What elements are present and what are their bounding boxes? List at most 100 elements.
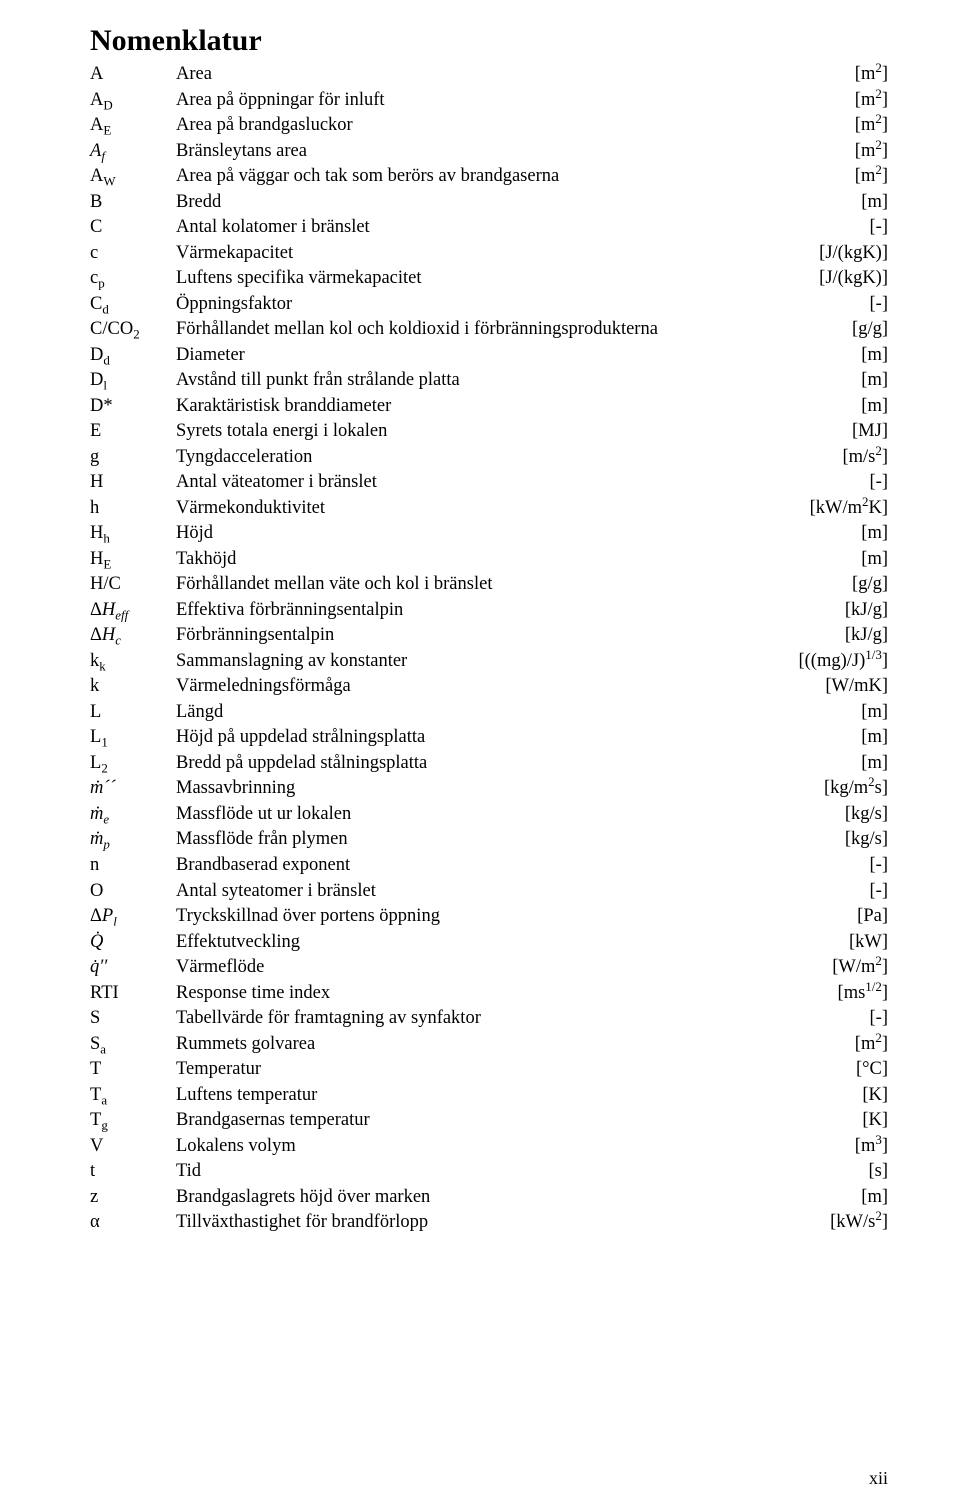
symbol-cell: q̇′′ — [90, 955, 176, 981]
symbol-cell: B — [90, 190, 176, 216]
table-row: TaLuftens temperatur[K] — [90, 1083, 888, 1109]
description-cell: Diameter — [176, 343, 861, 369]
unit-cell: [m2] — [855, 164, 888, 190]
description-cell: Luftens specifika värmekapacitet — [176, 266, 819, 292]
unit-cell: [-] — [870, 470, 888, 496]
unit-cell: [m] — [861, 368, 888, 394]
unit-cell: [m] — [861, 343, 888, 369]
table-row: zBrandgaslagrets höjd över marken[m] — [90, 1185, 888, 1211]
unit-cell: [kJ/g] — [845, 623, 888, 649]
table-row: L2Bredd på uppdelad stålningsplatta[m] — [90, 751, 888, 777]
description-cell: Höjd på uppdelad strålningsplatta — [176, 725, 861, 751]
description-cell: Takhöjd — [176, 547, 861, 573]
description-cell: Area på väggar och tak som berörs av bra… — [176, 164, 855, 190]
symbol-cell: Q̇ — [90, 930, 176, 956]
unit-cell: [kg/s] — [845, 802, 888, 828]
table-row: HhHöjd[m] — [90, 521, 888, 547]
table-row: CAntal kolatomer i bränslet[-] — [90, 215, 888, 241]
symbol-cell: L — [90, 700, 176, 726]
unit-cell: [K] — [862, 1083, 888, 1109]
symbol-cell: Ta — [90, 1083, 176, 1109]
table-row: ṁ´´Massavbrinning[kg/m2s] — [90, 776, 888, 802]
description-cell: Värmeflöde — [176, 955, 832, 981]
table-row: OAntal syteatomer i bränslet[-] — [90, 879, 888, 905]
table-row: RTIResponse time index[ms1/2] — [90, 981, 888, 1007]
unit-cell: [kW/m2K] — [810, 496, 888, 522]
unit-cell: [m2] — [855, 139, 888, 165]
symbol-cell: T — [90, 1057, 176, 1083]
symbol-cell: E — [90, 419, 176, 445]
symbol-cell: c — [90, 241, 176, 267]
description-cell: Avstånd till punkt från strålande platta — [176, 368, 861, 394]
unit-cell: [Pa] — [857, 904, 888, 930]
table-row: cVärmekapacitet[J/(kgK)] — [90, 241, 888, 267]
symbol-cell: k — [90, 674, 176, 700]
symbol-cell: ΔPl — [90, 904, 176, 930]
description-cell: Area på brandgasluckor — [176, 113, 855, 139]
description-cell: Karaktäristisk branddiameter — [176, 394, 861, 420]
symbol-cell: α — [90, 1210, 176, 1236]
table-row: αTillväxthastighet för brandförlopp[kW/s… — [90, 1210, 888, 1236]
description-cell: Rummets golvarea — [176, 1032, 855, 1058]
table-row: kkSammanslagning av konstanter[((mg)/J)1… — [90, 649, 888, 675]
description-cell: Förbränningsentalpin — [176, 623, 845, 649]
symbol-cell: ṁe — [90, 802, 176, 828]
unit-cell: [m] — [861, 547, 888, 573]
table-row: ΔHcFörbränningsentalpin[kJ/g] — [90, 623, 888, 649]
unit-cell: [m] — [861, 394, 888, 420]
unit-cell: [°C] — [856, 1057, 888, 1083]
table-row: C/CO2Förhållandet mellan kol och koldiox… — [90, 317, 888, 343]
unit-cell: [m] — [861, 725, 888, 751]
description-cell: Längd — [176, 700, 861, 726]
description-cell: Brandgasernas temperatur — [176, 1108, 862, 1134]
unit-cell: [W/mK] — [825, 674, 888, 700]
description-cell: Bredd — [176, 190, 861, 216]
table-row: SaRummets golvarea[m2] — [90, 1032, 888, 1058]
table-row: H/CFörhållandet mellan väte och kol i br… — [90, 572, 888, 598]
table-row: ΔHeffEffektiva förbränningsentalpin[kJ/g… — [90, 598, 888, 624]
symbol-cell: cp — [90, 266, 176, 292]
description-cell: Tid — [176, 1159, 868, 1185]
unit-cell: [m/s2] — [842, 445, 888, 471]
table-row: BBredd[m] — [90, 190, 888, 216]
table-row: HAntal väteatomer i bränslet[-] — [90, 470, 888, 496]
symbol-cell: S — [90, 1006, 176, 1032]
unit-cell: [m2] — [855, 62, 888, 88]
unit-cell: [m] — [861, 190, 888, 216]
symbol-cell: t — [90, 1159, 176, 1185]
page: Nomenklatur AArea[m2]ADArea på öppningar… — [0, 0, 960, 1509]
description-cell: Massflöde ut ur lokalen — [176, 802, 845, 828]
unit-cell: [m] — [861, 521, 888, 547]
symbol-cell: C — [90, 215, 176, 241]
symbol-cell: Cd — [90, 292, 176, 318]
description-cell: Effektutveckling — [176, 930, 849, 956]
unit-cell: [kg/s] — [845, 827, 888, 853]
unit-cell: [ms1/2] — [838, 981, 888, 1007]
symbol-cell: ΔHeff — [90, 598, 176, 624]
table-row: ṁpMassflöde från plymen[kg/s] — [90, 827, 888, 853]
table-row: AfBränsleytans area[m2] — [90, 139, 888, 165]
symbol-cell: L2 — [90, 751, 176, 777]
table-row: ADArea på öppningar för inluft[m2] — [90, 88, 888, 114]
table-row: TgBrandgasernas temperatur[K] — [90, 1108, 888, 1134]
table-row: Q̇Effektutveckling[kW] — [90, 930, 888, 956]
table-row: AArea[m2] — [90, 62, 888, 88]
description-cell: Förhållandet mellan väte och kol i bräns… — [176, 572, 852, 598]
description-cell: Öppningsfaktor — [176, 292, 870, 318]
description-cell: Response time index — [176, 981, 838, 1007]
description-cell: Massflöde från plymen — [176, 827, 845, 853]
symbol-cell: Tg — [90, 1108, 176, 1134]
table-row: nBrandbaserad exponent[-] — [90, 853, 888, 879]
symbol-cell: HE — [90, 547, 176, 573]
symbol-cell: V — [90, 1134, 176, 1160]
symbol-cell: Af — [90, 139, 176, 165]
description-cell: Area på öppningar för inluft — [176, 88, 855, 114]
table-row: HETakhöjd[m] — [90, 547, 888, 573]
unit-cell: [kW] — [849, 930, 888, 956]
symbol-cell: ΔHc — [90, 623, 176, 649]
table-row: hVärmekonduktivitet[kW/m2K] — [90, 496, 888, 522]
unit-cell: [m2] — [855, 88, 888, 114]
symbol-cell: H/C — [90, 572, 176, 598]
unit-cell: [J/(kgK)] — [819, 266, 888, 292]
description-cell: Lokalens volym — [176, 1134, 855, 1160]
